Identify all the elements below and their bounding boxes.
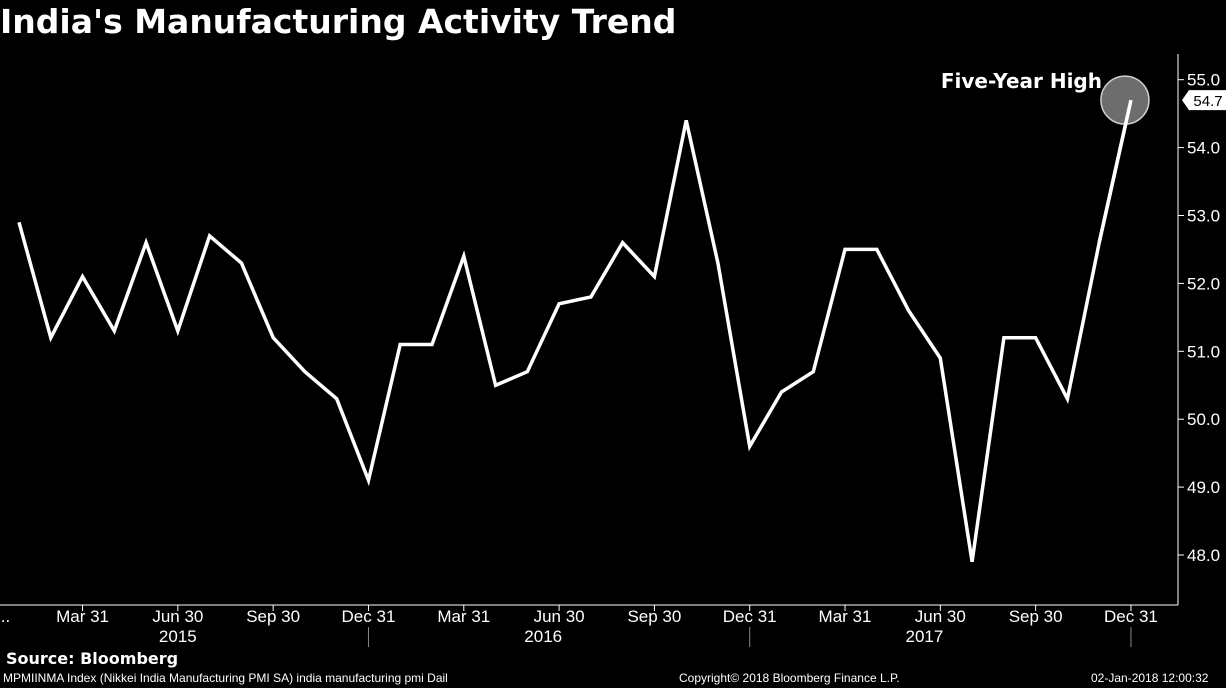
chart-title: India's Manufacturing Activity Trend — [0, 2, 677, 41]
year-label: 2015 — [159, 627, 197, 646]
last-value-tag — [1182, 90, 1226, 111]
x-tick-label: Mar 31 — [819, 607, 872, 626]
x-tick-label: Sep 30 — [627, 607, 681, 626]
y-tick-label: 51.0 — [1187, 342, 1220, 361]
series-layer — [17, 99, 1133, 563]
x-tick-label: Dec 31 — [723, 607, 777, 626]
y-tick-label: 48.0 — [1187, 546, 1220, 565]
copyright-note: Copyright© 2018 Bloomberg Finance L.P. — [679, 671, 900, 685]
x-tick-label: Sep 30 — [1009, 607, 1063, 626]
year-label: 2017 — [906, 627, 944, 646]
series-line — [17, 99, 1133, 563]
annotation-layer: Five-Year High 54.7 — [941, 69, 1226, 244]
axes: 48.0 49.0 50.0 51.0 52.0 53.0 54.0 55.0... Mar 3… — [0, 54, 1220, 647]
timestamp: 02-Jan-2018 12:00:32 — [1091, 671, 1209, 685]
last-value-label: 54.7 — [1193, 93, 1222, 110]
x-tick-label: ... — [0, 607, 10, 626]
x-tick-label: Dec 31 — [1104, 607, 1158, 626]
x-tick-label: Sep 30 — [246, 607, 300, 626]
x-tick-label: Dec 31 — [342, 607, 396, 626]
year-label: 2016 — [524, 627, 562, 646]
y-tick-label: 54.0 — [1187, 139, 1220, 158]
five-year-high-label: Five-Year High — [941, 69, 1102, 93]
x-tick-label: Jun 30 — [152, 607, 203, 626]
y-tick-label: 53.0 — [1187, 207, 1220, 226]
y-tick-label: 49.0 — [1187, 478, 1220, 497]
y-tick-label: 55.0 — [1187, 71, 1220, 90]
y-tick-label: 50.0 — [1187, 410, 1220, 429]
y-tick-label: 52.0 — [1187, 274, 1220, 293]
five-year-high-marker — [1100, 75, 1150, 125]
final-segment — [1097, 99, 1133, 244]
x-tick-label: Jun 30 — [915, 607, 966, 626]
x-tick-label: Mar 31 — [56, 607, 109, 626]
index-description: MPMIINMA Index (Nikkei India Manufacturi… — [3, 671, 448, 685]
x-tick-label: Mar 31 — [437, 607, 490, 626]
source-note: Source: Bloomberg — [6, 649, 179, 668]
x-tick-label: Jun 30 — [534, 607, 585, 626]
